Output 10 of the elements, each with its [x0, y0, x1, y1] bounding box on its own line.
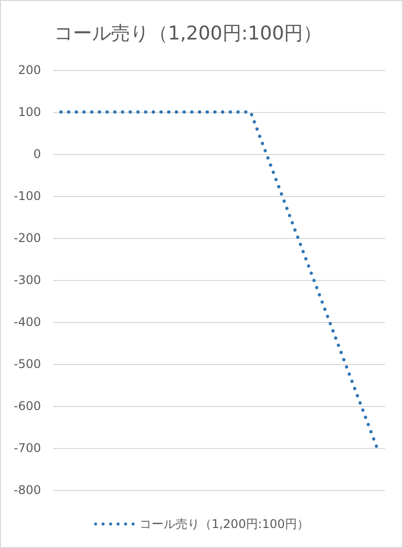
y-tick-label: 200 — [18, 63, 41, 77]
y-tick-label: -100 — [14, 189, 41, 203]
y-tick-label: -800 — [14, 483, 41, 497]
y-tick-label: -400 — [14, 315, 41, 329]
y-tick-label: -500 — [14, 357, 41, 371]
y-tick-label: -200 — [14, 231, 41, 245]
y-tick-label: -700 — [14, 441, 41, 455]
y-tick-label: 100 — [18, 105, 41, 119]
y-tick-label: 0 — [33, 147, 41, 161]
y-tick-label: -300 — [14, 273, 41, 287]
